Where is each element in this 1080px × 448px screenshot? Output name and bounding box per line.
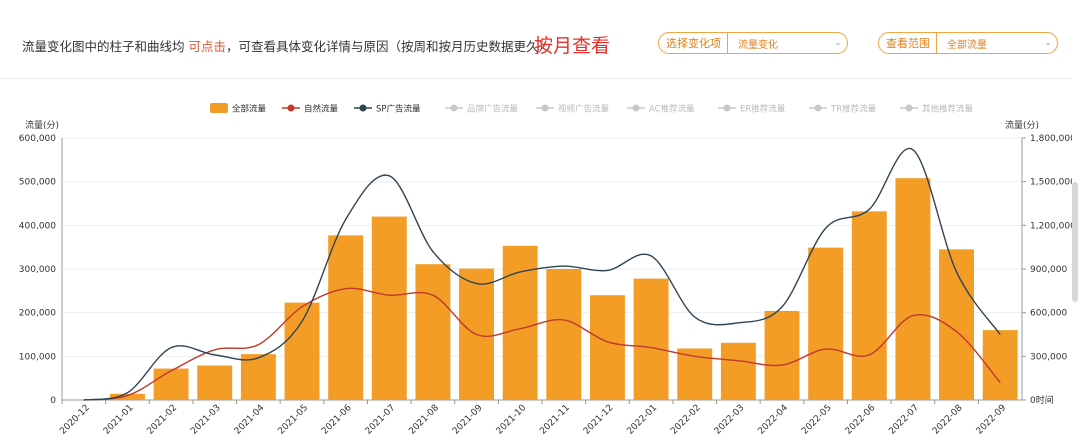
x-tick-label: 2022-07 — [887, 403, 921, 437]
intro-prefix: 流量变化图中的柱子和曲线均 — [22, 39, 185, 54]
y-left-tick-label: 500,000 — [19, 178, 56, 188]
range-select[interactable]: 查看范围 全部流量 ⌄ — [878, 32, 1058, 54]
legend-line-marker[interactable] — [814, 104, 822, 112]
y-left-axis-label: 流量(分) — [25, 119, 59, 131]
x-tick-label: 2022-05 — [800, 403, 834, 437]
x-tick-label: 2021-09 — [451, 403, 485, 437]
y-left-tick-label: 100,000 — [19, 352, 56, 362]
bar-total-traffic[interactable] — [720, 342, 756, 400]
legend-item-label[interactable]: AC推荐流量 — [649, 104, 695, 115]
bar-total-traffic[interactable] — [110, 393, 145, 400]
bar-total-traffic[interactable] — [677, 348, 713, 400]
traffic-chart: 0 100,000 200,000 300,000 400,000 500,000 600,… — [19, 103, 1072, 437]
bar-total-traffic[interactable] — [197, 365, 233, 400]
intro-text: 流量变化图中的柱子和曲线均 可点击，可查看具体变化详情与原因（按周和按月历史数据… — [22, 36, 551, 55]
x-tick-label: 2022-01 — [626, 403, 660, 437]
intro-link[interactable]: 可点击 — [188, 39, 227, 54]
legend-item-label[interactable]: 全部流量 — [232, 104, 267, 115]
x-tick-label: 2021-08 — [407, 403, 441, 437]
change-item-select[interactable]: 选择变化项 流量变化 ⌄ — [658, 32, 848, 54]
legend-item-label[interactable]: TR推荐流量 — [830, 104, 877, 115]
range-value: 全部流量 — [947, 39, 987, 51]
legend-line-marker[interactable] — [723, 104, 731, 112]
x-tick-label: 2022-03 — [713, 403, 747, 437]
line-natural-traffic[interactable] — [83, 287, 1001, 401]
bar-total-traffic[interactable] — [546, 269, 582, 400]
range-label: 查看范围 — [879, 33, 937, 53]
y-right-tick-label: 1,500,000 — [1030, 178, 1072, 188]
chevron-down-icon: ⌄ — [834, 38, 842, 48]
x-tick-label: 2021-05 — [276, 403, 310, 437]
bar-total-traffic[interactable] — [633, 278, 669, 400]
x-tick-label: 2021-10 — [495, 403, 529, 437]
legend-line-marker[interactable] — [359, 104, 367, 112]
scrollbar-thumb[interactable] — [1072, 182, 1078, 302]
legend-item-label[interactable]: SP广告流量 — [376, 104, 421, 115]
x-tick-label: 2022-04 — [756, 403, 790, 437]
legend-item-label[interactable]: 品牌广告流量 — [467, 104, 519, 115]
y-right-tick-label: 900,000 — [1030, 265, 1067, 275]
bar-total-traffic[interactable] — [153, 368, 189, 400]
y-right-tick-label: 0时间 — [1030, 394, 1054, 406]
x-tick-label: 2022-09 — [975, 403, 1009, 437]
bar-total-traffic[interactable] — [415, 264, 451, 400]
legend-item-label[interactable]: 其他推荐流量 — [922, 104, 974, 115]
change-item-value: 流量变化 — [738, 39, 778, 51]
x-tick-label: 2021-02 — [146, 403, 180, 437]
change-item-label: 选择变化项 — [659, 33, 728, 53]
bar-total-traffic[interactable] — [764, 310, 800, 400]
toolbar: 流量变化图中的柱子和曲线均 可点击，可查看具体变化详情与原因（按周和按月历史数据… — [0, 0, 1080, 80]
x-tick-label: 2022-06 — [844, 403, 878, 437]
y-right-tick-label: 1,200,000 — [1030, 221, 1072, 231]
y-right-tick-label: 1,800,000 — [1030, 134, 1072, 144]
x-tick-label: 2021-01 — [102, 403, 136, 437]
bar-total-traffic[interactable] — [590, 295, 625, 400]
bar-total-traffic[interactable] — [240, 354, 276, 400]
legend-item-label[interactable]: 视频广告流量 — [558, 104, 610, 115]
x-tick-label: 2021-04 — [233, 403, 267, 437]
bar-total-traffic[interactable] — [895, 178, 931, 400]
x-tick-label: 2021-03 — [189, 403, 223, 437]
legend-line-marker[interactable] — [632, 104, 640, 112]
bar-total-traffic[interactable] — [328, 235, 364, 400]
x-tick-label: 2022-08 — [931, 403, 965, 437]
legend-line-marker[interactable] — [450, 104, 458, 112]
legend-line-marker[interactable] — [287, 104, 295, 112]
chevron-down-icon: ⌄ — [1044, 38, 1052, 48]
intro-suffix: ，可查看具体变化详情与原因（按周和按月历史数据更久） — [226, 39, 552, 54]
y-right-tick-label: 600,000 — [1030, 309, 1067, 319]
bar-total-traffic[interactable] — [939, 249, 974, 400]
y-right-axis-label: 流量(分) — [1005, 119, 1039, 131]
legend-item-label[interactable]: 自然流量 — [304, 104, 339, 115]
bar-total-traffic[interactable] — [808, 247, 844, 400]
legend-bar-swatch[interactable] — [210, 103, 228, 113]
bar-total-traffic[interactable] — [371, 216, 407, 400]
bar-total-traffic[interactable] — [284, 302, 320, 400]
y-right-tick-label: 300,000 — [1030, 352, 1067, 362]
y-left-tick-label: 200,000 — [19, 309, 56, 319]
x-tick-label: 2021-11 — [538, 403, 572, 437]
legend-line-marker[interactable] — [541, 104, 549, 112]
x-tick-label: 2021-07 — [364, 403, 398, 437]
x-tick-label: 2021-12 — [582, 403, 616, 437]
bar-total-traffic[interactable] — [851, 211, 887, 400]
x-tick-label: 2021-06 — [320, 403, 354, 437]
y-left-tick-label: 300,000 — [19, 265, 56, 275]
legend-line-marker[interactable] — [905, 104, 913, 112]
y-left-tick-label: 600,000 — [19, 134, 56, 144]
x-tick-label: 2020-12 — [58, 403, 92, 437]
view-by-month-link[interactable]: 按月查看 — [534, 35, 611, 57]
header-divider — [0, 78, 1072, 79]
y-left-tick-label: 0 — [50, 396, 56, 406]
y-left-tick-label: 400,000 — [19, 221, 56, 231]
bar-total-traffic[interactable] — [982, 330, 1018, 400]
legend-item-label[interactable]: ER推荐流量 — [740, 104, 786, 115]
line-sp-ad-traffic[interactable] — [83, 147, 1001, 401]
x-tick-label: 2022-02 — [669, 403, 703, 437]
